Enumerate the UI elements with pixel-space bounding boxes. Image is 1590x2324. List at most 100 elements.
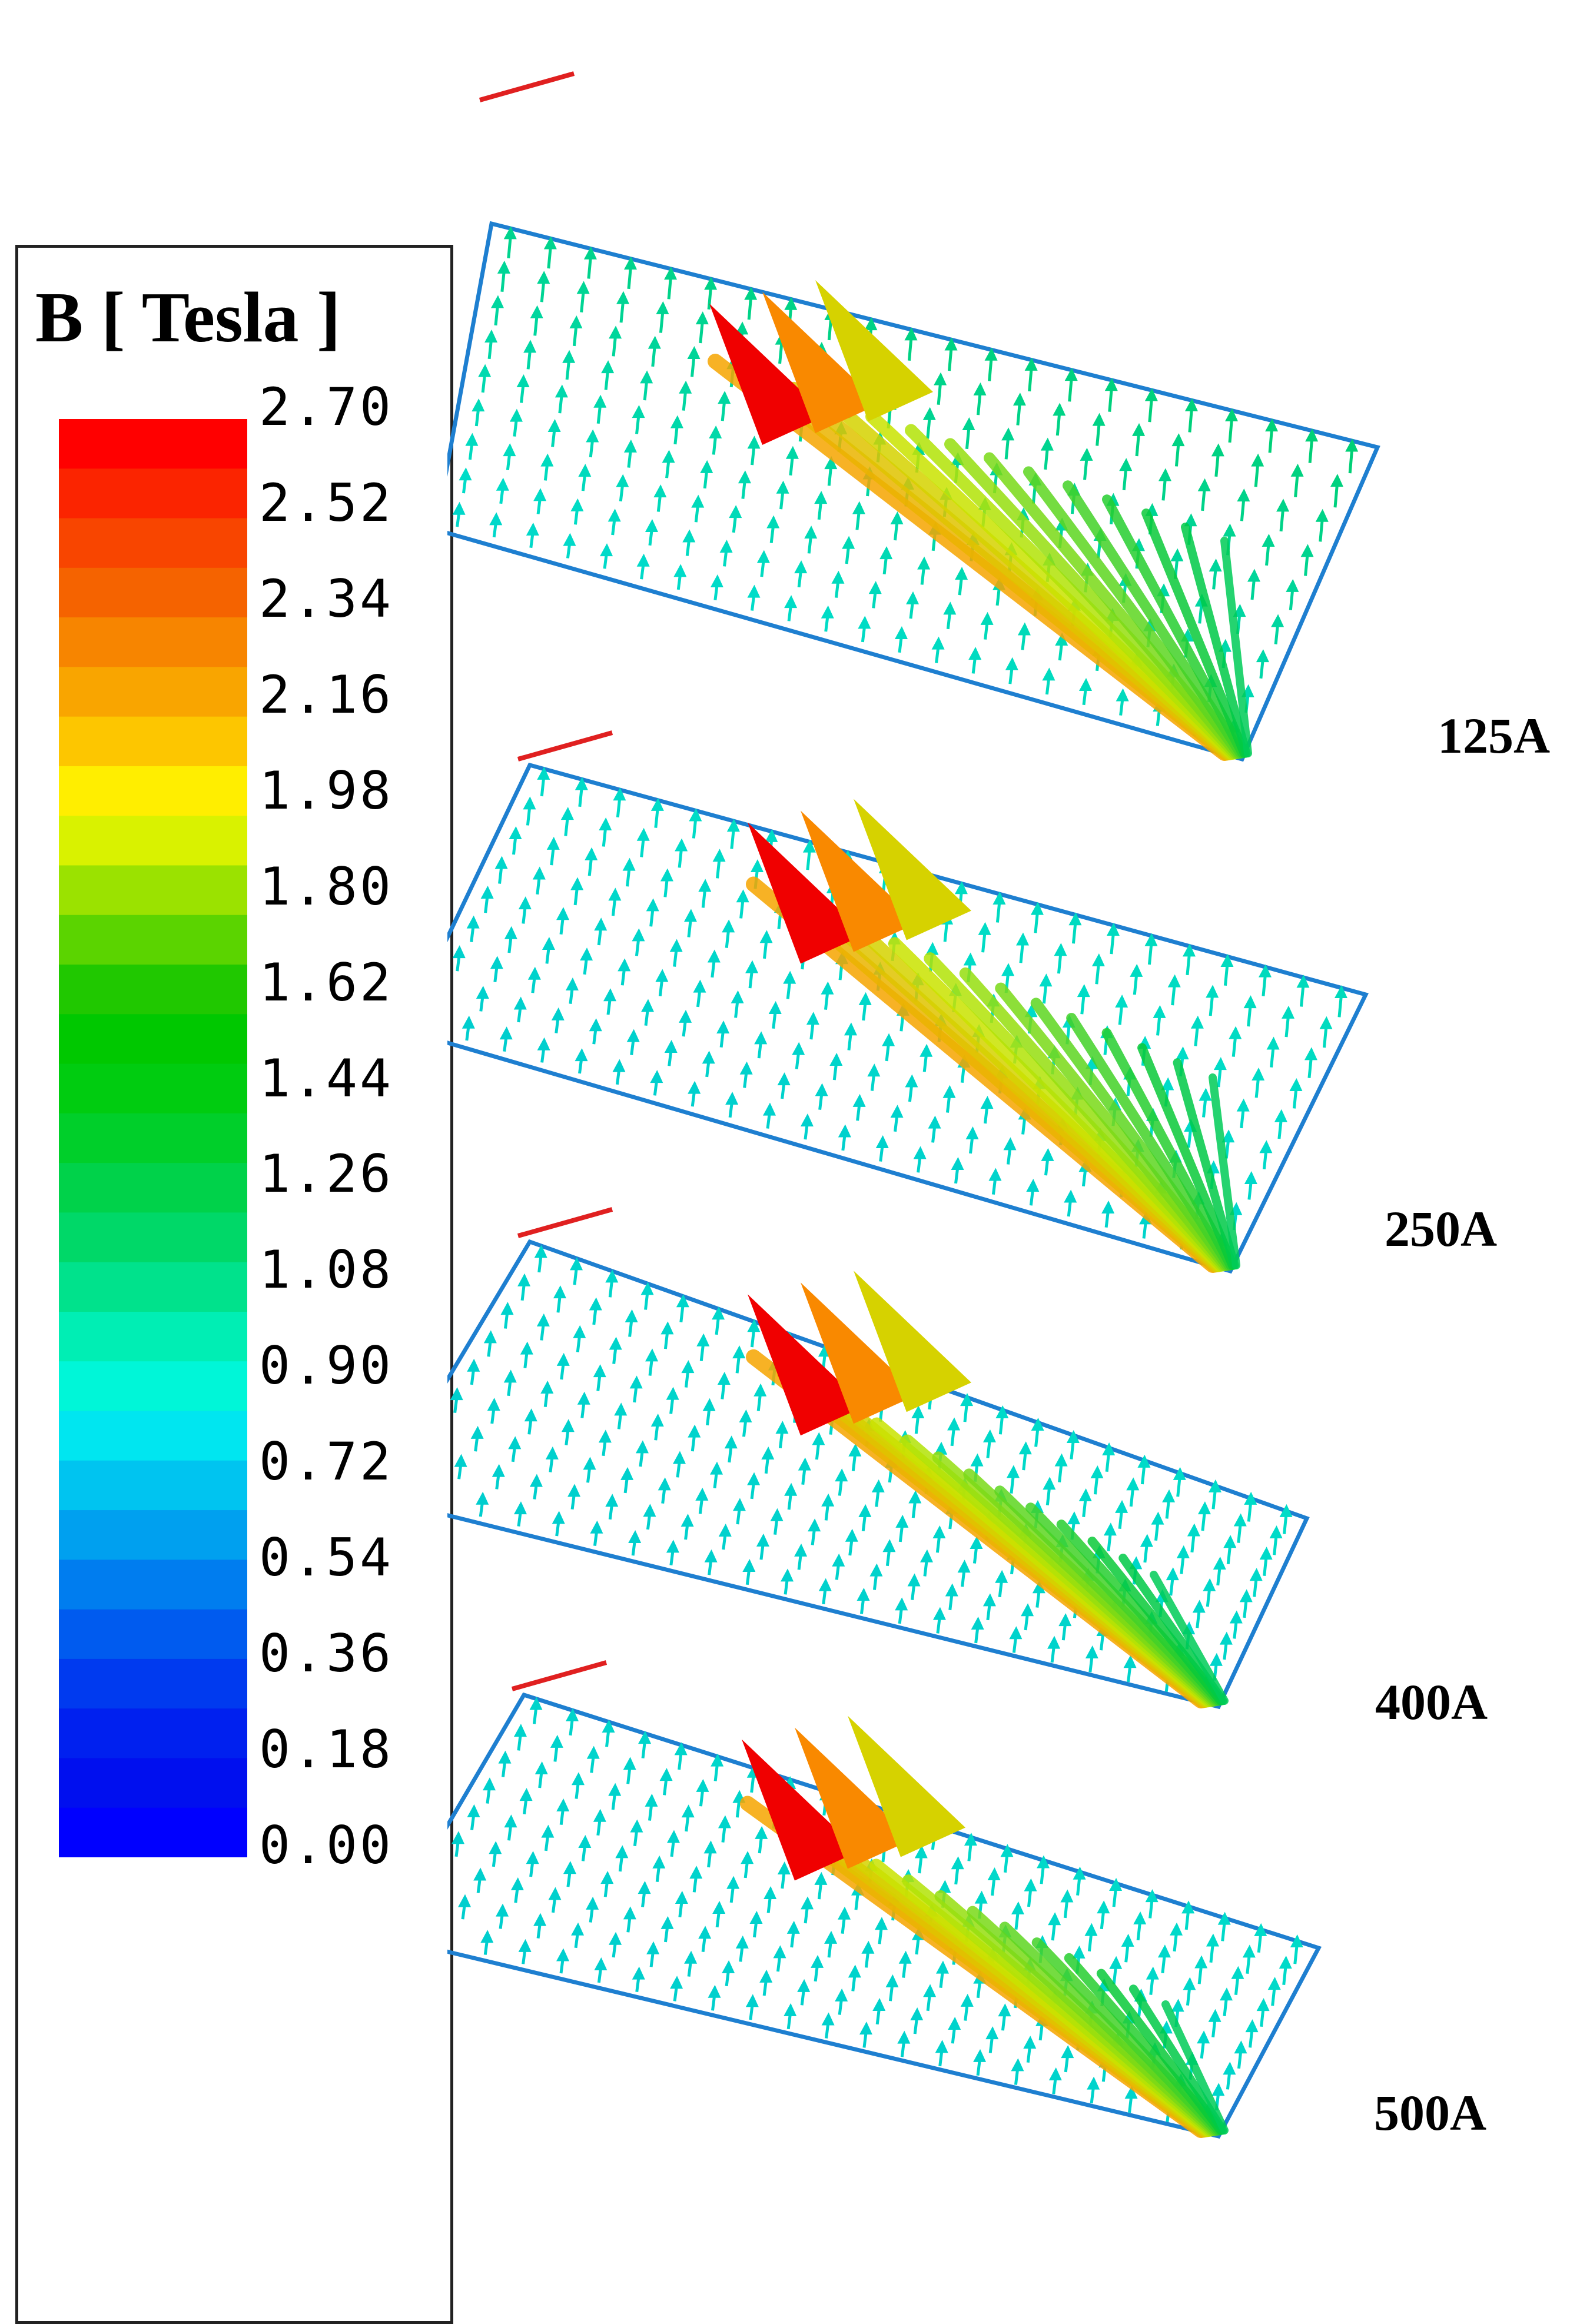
field-arrowhead <box>510 1877 524 1890</box>
field-arrowhead <box>609 325 622 339</box>
colorbar-tick-label: 0.36 <box>259 1623 393 1684</box>
field-arrowhead <box>536 1313 550 1326</box>
field-arrowhead <box>1203 1578 1216 1591</box>
field-arrowhead <box>794 560 808 574</box>
field-arrowhead <box>821 605 834 619</box>
field-arrowhead <box>711 1753 724 1767</box>
field-arrowhead <box>812 1432 825 1445</box>
field-arrowhead <box>802 839 816 853</box>
field-arrowhead <box>906 591 920 604</box>
field-arrowhead <box>1197 1501 1211 1515</box>
field-arrowhead <box>1211 2083 1225 2096</box>
field-arrowhead <box>560 807 574 820</box>
field-arrowhead <box>804 526 818 539</box>
field-arrowhead <box>806 1012 819 1025</box>
field-arrowhead <box>670 415 683 428</box>
field-arrowhead <box>744 287 758 300</box>
field-arrowhead <box>548 1887 562 1900</box>
field-arrowhead <box>1289 1078 1303 1092</box>
field-arrowhead <box>1073 1866 1086 1880</box>
field-arrowhead <box>1140 1534 1153 1547</box>
field-arrowhead <box>885 1974 899 1987</box>
field-arrowhead <box>1132 423 1146 436</box>
field-arrowhead <box>1223 2062 1236 2075</box>
field-arrowhead <box>609 1931 622 1945</box>
field-arrowhead <box>556 907 570 920</box>
field-arrowhead <box>523 796 536 810</box>
field-arrowhead <box>1021 1603 1034 1617</box>
field-arrowhead <box>504 926 517 939</box>
field-arrowhead <box>593 394 607 408</box>
field-arrowhead <box>691 494 705 508</box>
field-arrowhead <box>1060 1889 1074 1903</box>
field-arrowhead <box>998 2003 1011 2017</box>
field-arrowhead <box>1042 667 1055 681</box>
field-arrowhead <box>681 1360 695 1374</box>
peak-field-arrowhead <box>854 799 971 940</box>
field-arrowhead <box>583 1457 596 1470</box>
field-arrowhead <box>1055 633 1068 646</box>
field-arrowhead <box>1170 548 1184 561</box>
field-arrowhead <box>732 1345 746 1359</box>
field-arrowhead <box>626 1029 640 1042</box>
field-arrowhead <box>710 1461 723 1475</box>
field-arrowhead <box>589 1297 602 1311</box>
field-arrowhead <box>577 1391 590 1405</box>
field-arrowhead <box>973 382 987 395</box>
field-arrowhead <box>480 886 494 899</box>
colorbar-tick-label: 1.80 <box>259 856 393 917</box>
field-arrowhead <box>1170 1922 1183 1936</box>
field-arrowhead <box>808 1518 821 1532</box>
field-arrowhead <box>1092 413 1106 426</box>
field-arrowhead <box>710 574 723 587</box>
field-arrowhead <box>478 364 492 377</box>
field-arrowhead <box>1176 1545 1190 1558</box>
field-arrowhead <box>518 1939 532 1952</box>
colorbar-band <box>59 865 247 916</box>
field-arrowhead <box>1256 1998 1270 2012</box>
field-arrowhead <box>786 1920 800 1934</box>
field-arrowhead <box>527 966 541 980</box>
peak-field-arrowhead <box>801 1282 918 1424</box>
colorbar-band <box>59 1311 247 1362</box>
field-arrowhead <box>971 1616 984 1630</box>
field-arrowhead <box>1024 357 1038 371</box>
colorbar-tick-label: 0.18 <box>259 1719 393 1780</box>
field-panel <box>447 1660 1322 2139</box>
field-arrowhead <box>605 1494 619 1507</box>
field-arrowhead <box>520 1341 533 1355</box>
field-arrowhead <box>1265 418 1279 432</box>
field-arrowhead <box>943 601 957 615</box>
field-arrowhead <box>747 1472 761 1485</box>
field-arrowhead <box>590 1520 603 1534</box>
field-arrowhead <box>1305 428 1319 442</box>
strong-field-arrow <box>1150 1571 1229 1705</box>
field-arrowhead <box>666 1540 679 1553</box>
colorbar-band <box>59 1212 247 1263</box>
field-arrowhead <box>1269 1525 1283 1538</box>
colorbar-band <box>59 1361 247 1412</box>
field-arrowhead <box>636 553 650 567</box>
field-arrowhead <box>462 1015 475 1029</box>
field-arrowhead <box>499 1026 513 1040</box>
field-arrowhead <box>674 1742 688 1756</box>
field-arrowhead <box>768 1001 782 1015</box>
field-arrowhead <box>540 453 554 467</box>
field-arrowhead <box>695 1487 709 1501</box>
strong-field-arrow <box>1141 508 1249 758</box>
colorbar-band <box>59 816 247 866</box>
field-arrowhead <box>500 1302 514 1315</box>
field-arrowhead <box>476 1491 489 1505</box>
field-arrowhead <box>982 1593 996 1607</box>
field-arrowhead <box>798 1457 811 1471</box>
field-arrowhead <box>608 887 622 901</box>
field-arrowhead <box>1053 403 1066 416</box>
field-arrowhead <box>1209 558 1222 572</box>
field-arrowhead <box>1123 1655 1137 1668</box>
field-arrowhead <box>490 295 504 308</box>
field-arrowhead <box>489 512 503 526</box>
field-arrowhead <box>848 1964 861 1978</box>
peak-field-arrowhead <box>848 1715 965 1857</box>
field-arrowhead <box>988 1168 1002 1181</box>
field-arrowhead <box>1078 1488 1092 1502</box>
